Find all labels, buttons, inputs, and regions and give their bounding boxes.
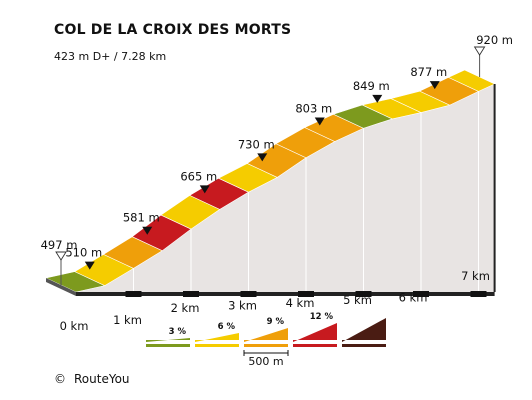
legend-swatch	[293, 323, 337, 342]
copyright-icon: ©	[54, 372, 66, 386]
legend-swatch-base	[195, 344, 239, 347]
credit-text: RouteYou	[74, 372, 130, 386]
legend-swatch-base	[244, 344, 288, 347]
elevation-label: 803 m	[295, 102, 332, 116]
elevation-marker-hollow-icon	[475, 47, 485, 55]
elevation-label: 665 m	[180, 169, 217, 183]
scale-label: 500 m	[248, 355, 283, 368]
gradient-legend: 3 % 6 % 9 % 12 % 500 m	[146, 312, 386, 368]
x-tick-label: 4 km	[286, 296, 315, 310]
elevation-label: 510 m	[65, 246, 102, 260]
chart-subtitle: 423 m D+ / 7.28 km	[54, 50, 166, 63]
elevation-label: 581 m	[123, 211, 160, 225]
elevation-label: 849 m	[353, 79, 390, 93]
legend-swatch	[195, 333, 239, 342]
legend-label: 9 %	[267, 317, 285, 327]
legend-label: 3 %	[169, 327, 187, 337]
x-tick-label: 6 km	[399, 291, 428, 305]
elevation-label: 920 m	[476, 33, 513, 47]
x-tick	[471, 291, 487, 297]
x-tick-label: 0 km	[60, 319, 89, 333]
legend-swatch	[146, 338, 190, 342]
x-tick	[126, 291, 142, 297]
x-tick-label: 7 km	[461, 269, 490, 283]
x-tick	[183, 291, 199, 297]
legend-label: 12 %	[310, 312, 334, 322]
chart-title: COL DE LA CROIX DES MORTS	[54, 22, 291, 38]
x-tick	[241, 291, 257, 297]
elevation-label: 877 m	[410, 65, 447, 79]
legend-swatch	[342, 318, 386, 342]
x-tick-label: 5 km	[343, 293, 372, 307]
credit: © RouteYou	[54, 372, 130, 386]
x-tick-label: 3 km	[228, 298, 257, 312]
legend-swatch-base	[293, 344, 337, 347]
legend-swatch-base	[146, 344, 190, 347]
legend-swatch-base	[342, 344, 386, 347]
legend-swatch	[244, 328, 288, 342]
x-tick-label: 1 km	[113, 313, 142, 327]
legend-label: 6 %	[218, 322, 236, 332]
x-tick-label: 2 km	[171, 301, 200, 315]
elevation-label: 730 m	[238, 137, 275, 151]
